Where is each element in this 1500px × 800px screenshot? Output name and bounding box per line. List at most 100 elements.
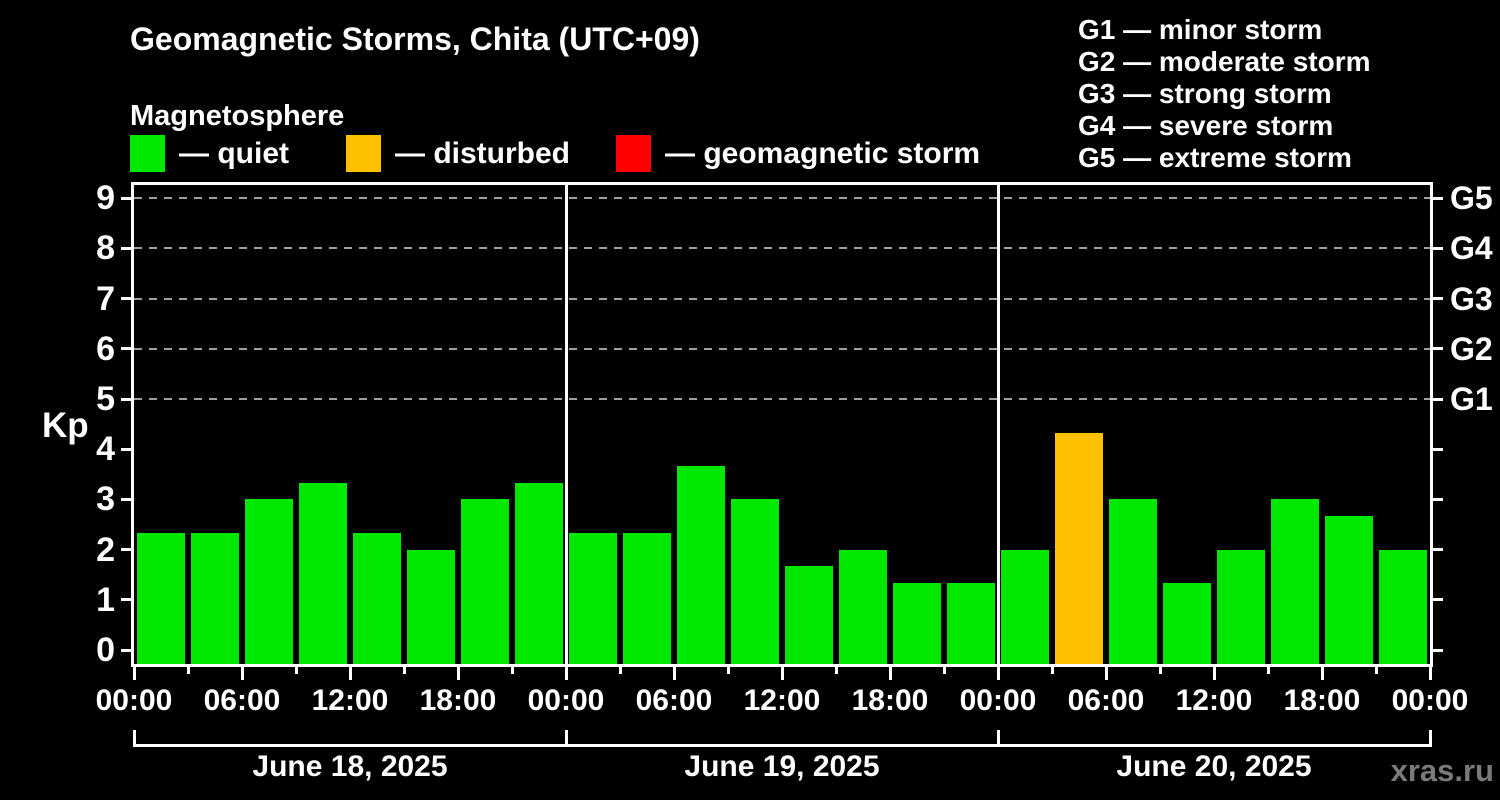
x-tick-minor (618, 667, 622, 674)
kp-bar (1379, 549, 1427, 664)
time-label: 06:00 (1067, 684, 1145, 717)
storm-scale-line: G5 — extreme storm (1078, 142, 1352, 173)
day-bracket-line (998, 744, 1430, 747)
x-tick-major (240, 667, 244, 680)
y-tick-label: 8 (96, 229, 115, 268)
x-tick-major (672, 667, 676, 680)
x-tick-minor (186, 667, 190, 674)
y-tick-left (121, 397, 131, 401)
x-tick-minor (402, 667, 406, 674)
y-tick-left (121, 246, 131, 250)
watermark: xras.ru (1390, 753, 1494, 788)
y-tick-right (1433, 447, 1443, 451)
y-tick-right (1433, 598, 1443, 602)
kp-bar (785, 566, 833, 664)
kp-bar (1055, 432, 1103, 664)
date-label: June 18, 2025 (252, 750, 448, 783)
gridline (134, 247, 1430, 250)
time-label: 06:00 (635, 684, 713, 717)
storm-scale-line: G1 — minor storm (1078, 14, 1323, 45)
date-label: June 20, 2025 (1116, 750, 1312, 783)
g-level-label: G5 (1450, 180, 1493, 217)
x-tick-minor (1158, 667, 1162, 674)
date-label: June 19, 2025 (684, 750, 880, 783)
y-tick-left (121, 297, 131, 301)
x-tick-major (996, 667, 1000, 680)
x-tick-minor (1266, 667, 1270, 674)
y-tick-label: 0 (96, 631, 115, 669)
storm-scale-line: G4 — severe storm (1078, 110, 1334, 141)
kp-bar (569, 533, 617, 664)
time-label: 12:00 (743, 684, 821, 717)
kp-bar (461, 499, 509, 664)
kp-bar (1163, 583, 1211, 664)
y-tick-left (121, 548, 131, 552)
y-tick-left (121, 196, 131, 200)
kp-bar (299, 482, 347, 664)
x-tick-major (564, 667, 568, 680)
chart-title: Geomagnetic Storms, Chita (UTC+09) (130, 21, 700, 57)
g-level-label: G2 (1450, 330, 1493, 367)
day-bracket-riser (564, 730, 568, 747)
kp-bar (515, 482, 563, 664)
x-tick-major (780, 667, 784, 680)
time-label: 12:00 (1175, 684, 1253, 717)
y-tick-label: 7 (96, 279, 115, 318)
day-bracket-line (134, 744, 566, 747)
x-tick-major (1428, 667, 1432, 680)
kp-bar (1109, 499, 1157, 664)
y-tick-label: 5 (96, 380, 115, 418)
y-tick-right (1433, 648, 1443, 652)
y-tick-left (121, 648, 131, 652)
x-tick-major (1320, 667, 1324, 680)
plot-border (131, 182, 1433, 667)
storm-scale-line: G2 — moderate storm (1078, 46, 1371, 77)
time-label: 06:00 (203, 684, 281, 717)
time-label: 12:00 (311, 684, 389, 717)
kp-bar (1217, 549, 1265, 664)
y-tick-left (121, 347, 131, 351)
y-tick-right (1433, 347, 1443, 351)
y-axis-title: Kp (42, 406, 89, 445)
y-tick-right (1433, 196, 1443, 200)
gridline (134, 297, 1430, 300)
y-tick-label: 1 (96, 580, 115, 619)
day-divider (564, 182, 568, 664)
x-tick-major (888, 667, 892, 680)
day-bracket-line (566, 744, 998, 747)
x-tick-minor (294, 667, 298, 674)
time-label: 18:00 (419, 684, 497, 717)
kp-bar (407, 549, 455, 664)
y-tick-right (1433, 246, 1443, 250)
kp-bar (839, 549, 887, 664)
storm-scale-line: G3 — strong storm (1078, 78, 1332, 109)
x-tick-minor (510, 667, 514, 674)
y-tick-label: 3 (96, 480, 115, 519)
kp-bar (137, 533, 185, 664)
day-bracket-riser (996, 730, 1000, 747)
kp-bar (677, 465, 725, 664)
y-tick-left (121, 447, 131, 451)
chart-subtitle: Magnetosphere (130, 100, 345, 132)
y-tick-right (1433, 397, 1443, 401)
x-tick-major (348, 667, 352, 680)
kp-bar (191, 533, 239, 664)
kp-bar (245, 499, 293, 664)
kp-bar (947, 583, 995, 664)
legend-label-storm: — geomagnetic storm (665, 137, 981, 170)
g-level-label: G1 (1450, 381, 1493, 417)
gridline (134, 347, 1430, 350)
y-tick-right (1433, 497, 1443, 501)
time-label: 00:00 (527, 684, 605, 717)
y-tick-right (1433, 297, 1443, 301)
kp-bar (1001, 549, 1049, 664)
legend-label-disturbed: — disturbed (395, 137, 571, 170)
legend-swatch-disturbed (346, 135, 381, 172)
kp-bar (353, 533, 401, 664)
x-tick-major (456, 667, 460, 680)
x-tick-minor (726, 667, 730, 674)
